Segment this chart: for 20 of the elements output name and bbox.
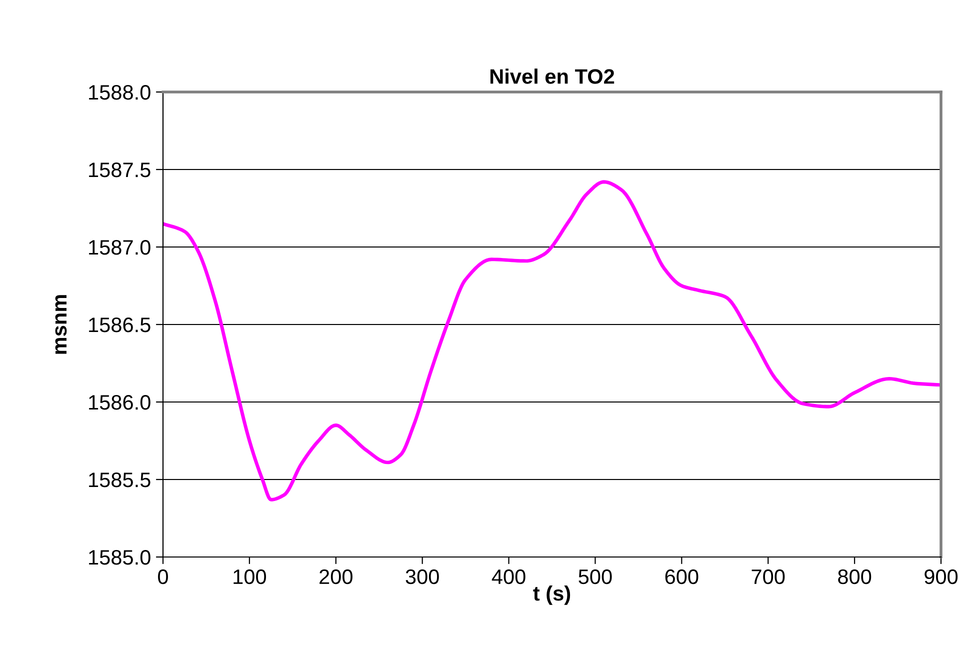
x-tick-label: 800 xyxy=(838,569,872,584)
x-tick-label: 0 xyxy=(158,569,168,584)
x-tick-label: 400 xyxy=(492,569,526,584)
x-tick-label: 500 xyxy=(578,569,612,584)
y-tick-label: 1587.5 xyxy=(89,162,150,178)
y-tick-label: 1587.0 xyxy=(89,240,150,255)
y-tick-label: 1586.0 xyxy=(89,395,150,410)
y-tick-label: 1585.5 xyxy=(89,472,150,488)
x-tick-label: 900 xyxy=(924,569,958,584)
y-tick-label: 1586.5 xyxy=(89,318,150,332)
x-tick-label: 100 xyxy=(234,569,266,584)
chart-title: Nivel en TO2 xyxy=(490,68,614,84)
x-axis-title: t (s) xyxy=(533,585,570,605)
y-axis-title: msnm xyxy=(55,295,67,354)
x-tick-label: 300 xyxy=(406,569,439,584)
x-tick-label: 600 xyxy=(665,569,698,584)
x-tick-label: 700 xyxy=(752,569,785,584)
y-tick-label: 1585.0 xyxy=(89,550,150,565)
y-tick-label: 1588.0 xyxy=(89,85,150,100)
x-tick-label: 200 xyxy=(320,569,352,584)
